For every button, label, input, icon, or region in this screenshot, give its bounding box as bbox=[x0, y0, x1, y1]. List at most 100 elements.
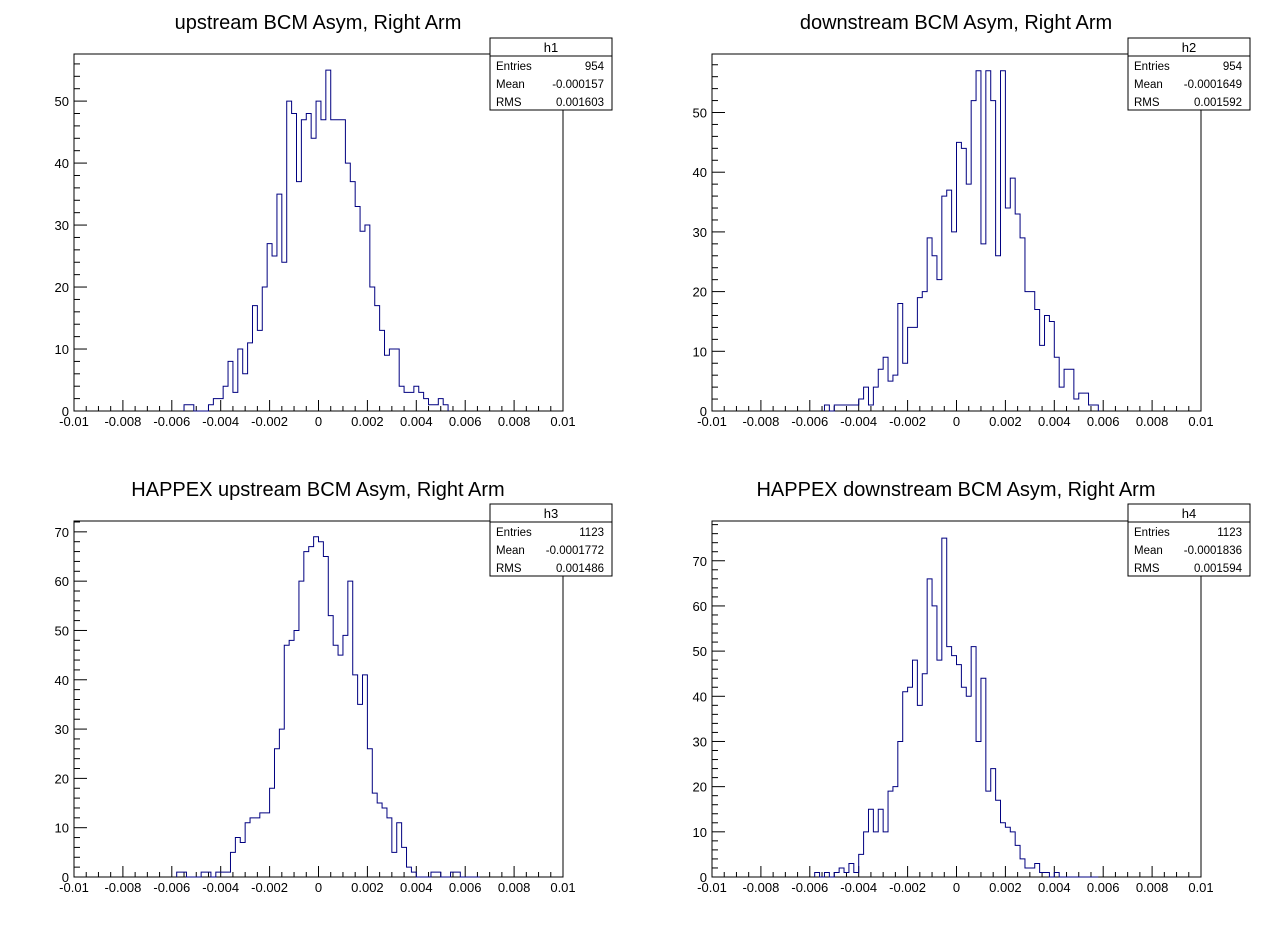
x-tick-label: -0.008 bbox=[104, 880, 141, 895]
x-tick-label: -0.01 bbox=[697, 414, 727, 429]
stats-box-frame bbox=[1127, 503, 1251, 577]
x-tick-label: 0.01 bbox=[550, 414, 575, 429]
y-tick-label: 60 bbox=[693, 599, 707, 614]
y-tick-label: 30 bbox=[55, 722, 69, 737]
stats-box-frame bbox=[1127, 37, 1251, 111]
x-tick-label: 0.004 bbox=[1038, 414, 1071, 429]
y-tick-label: 0 bbox=[700, 870, 707, 885]
y-tick-label: 30 bbox=[55, 218, 69, 233]
stats-label: RMS bbox=[1134, 97, 1160, 109]
y-tick-label: 30 bbox=[693, 225, 707, 240]
stats-box: h3 Entries 1123 Mean -0.0001772 RMS 0.001486 bbox=[489, 503, 613, 577]
y-tick-label: 0 bbox=[62, 404, 69, 419]
chart-title: HAPPEX upstream BCM Asym, Right Arm bbox=[131, 479, 504, 501]
histogram-line bbox=[176, 536, 480, 878]
y-tick-label: 20 bbox=[55, 771, 69, 786]
y-tick-label: 50 bbox=[693, 644, 707, 659]
stats-label: Entries bbox=[496, 61, 532, 73]
histogram-panel-h1: upstream BCM Asym, Right Arm-0.01 -0.008-… bbox=[55, 12, 613, 429]
x-tick-label: 0.008 bbox=[498, 880, 531, 895]
stats-label: Mean bbox=[496, 79, 525, 91]
x-tick-label: 0.002 bbox=[989, 880, 1022, 895]
y-tick-label: 60 bbox=[55, 574, 69, 589]
x-tick-label: -0.01 bbox=[59, 880, 89, 895]
y-tick-label: 70 bbox=[55, 525, 69, 540]
x-tick-label: -0.006 bbox=[153, 880, 190, 895]
x-tick-label: 0.002 bbox=[351, 414, 384, 429]
stats-value: -0.0001649 bbox=[1184, 79, 1242, 91]
stats-value: 0.001592 bbox=[1194, 97, 1242, 109]
x-tick-label: -0.002 bbox=[889, 880, 926, 895]
y-tick-label: 10 bbox=[693, 344, 707, 359]
stats-label: Entries bbox=[1134, 527, 1170, 539]
y-tick-label: 50 bbox=[55, 94, 69, 109]
stats-label: Mean bbox=[1134, 79, 1163, 91]
stats-label: RMS bbox=[496, 97, 522, 109]
x-tick-label: -0.004 bbox=[202, 414, 239, 429]
y-tick-label: 20 bbox=[55, 280, 69, 295]
y-tick-label: 20 bbox=[693, 780, 707, 795]
histogram-line bbox=[183, 69, 449, 412]
stats-value: 0.001603 bbox=[556, 97, 604, 109]
x-tick-label: -0.008 bbox=[104, 414, 141, 429]
chart-title: HAPPEX downstream BCM Asym, Right Arm bbox=[756, 479, 1155, 501]
y-tick-label: 10 bbox=[693, 825, 707, 840]
stats-label: RMS bbox=[496, 563, 522, 575]
histogram-panel-h3: HAPPEX upstream BCM Asym, Right Arm -0.01… bbox=[55, 479, 613, 895]
x-tick-label: 0.002 bbox=[989, 414, 1022, 429]
y-tick-label: 40 bbox=[55, 156, 69, 171]
stats-value: -0.000157 bbox=[552, 79, 604, 91]
stats-box: h1 Entries 954 Mean -0.000157 RMS 0.001603 bbox=[489, 37, 613, 111]
x-tick-label: 0.004 bbox=[1038, 880, 1071, 895]
x-tick-label: 0.004 bbox=[400, 414, 433, 429]
x-tick-label: -0.008 bbox=[742, 414, 779, 429]
x-tick-label: 0.01 bbox=[550, 880, 575, 895]
x-tick-label: 0 bbox=[315, 880, 322, 895]
y-tick-label: 50 bbox=[693, 106, 707, 121]
stats-box-frame bbox=[489, 503, 613, 577]
stats-box: h4 Entries 1123 Mean -0.0001836 RMS 0.001594 bbox=[1127, 503, 1251, 577]
stats-value: 954 bbox=[1223, 61, 1243, 73]
x-tick-label: 0.004 bbox=[400, 880, 433, 895]
stats-value: -0.0001772 bbox=[546, 545, 604, 557]
x-tick-label: 0.01 bbox=[1188, 414, 1213, 429]
x-tick-label: 0.008 bbox=[1136, 414, 1169, 429]
x-tick-label: 0 bbox=[953, 414, 960, 429]
x-tick-label: -0.008 bbox=[742, 880, 779, 895]
histogram-line bbox=[814, 537, 1099, 878]
stats-title: h1 bbox=[544, 40, 558, 55]
x-tick-label: -0.01 bbox=[697, 880, 727, 895]
x-tick-label: 0 bbox=[315, 414, 322, 429]
x-tick-label: 0 bbox=[953, 880, 960, 895]
x-tick-label: 0.008 bbox=[498, 414, 531, 429]
y-tick-label: 0 bbox=[62, 870, 69, 885]
stats-box: h2 Entries 954 Mean -0.0001649 RMS 0.001592 bbox=[1127, 37, 1251, 111]
stats-label: Entries bbox=[496, 527, 532, 539]
x-tick-label: -0.004 bbox=[840, 880, 877, 895]
x-tick-label: 0.006 bbox=[449, 880, 482, 895]
y-tick-label: 40 bbox=[55, 673, 69, 688]
x-tick-label: -0.002 bbox=[889, 414, 926, 429]
stats-label: Mean bbox=[1134, 545, 1163, 557]
x-tick-label: -0.006 bbox=[153, 414, 190, 429]
x-tick-label: 0.002 bbox=[351, 880, 384, 895]
x-tick-label: 0.008 bbox=[1136, 880, 1169, 895]
stats-label: Mean bbox=[496, 545, 525, 557]
stats-value: 0.001594 bbox=[1194, 563, 1243, 575]
histogram-panel-h4: HAPPEX downstream BCM Asym, Right Arm -0.… bbox=[693, 479, 1251, 895]
x-tick-label: -0.006 bbox=[791, 414, 828, 429]
y-tick-label: 70 bbox=[693, 554, 707, 569]
x-tick-label: -0.004 bbox=[202, 880, 239, 895]
y-tick-label: 20 bbox=[693, 285, 707, 300]
x-tick-label: -0.004 bbox=[840, 414, 877, 429]
stats-title: h2 bbox=[1182, 40, 1196, 55]
stats-value: 1123 bbox=[579, 527, 604, 539]
y-tick-label: 40 bbox=[693, 689, 707, 704]
stats-value: -0.0001836 bbox=[1184, 545, 1242, 557]
x-tick-label: -0.002 bbox=[251, 414, 288, 429]
x-tick-label: -0.002 bbox=[251, 880, 288, 895]
y-tick-label: 0 bbox=[700, 404, 707, 419]
x-tick-label: 0.006 bbox=[449, 414, 482, 429]
x-tick-label: -0.006 bbox=[791, 880, 828, 895]
